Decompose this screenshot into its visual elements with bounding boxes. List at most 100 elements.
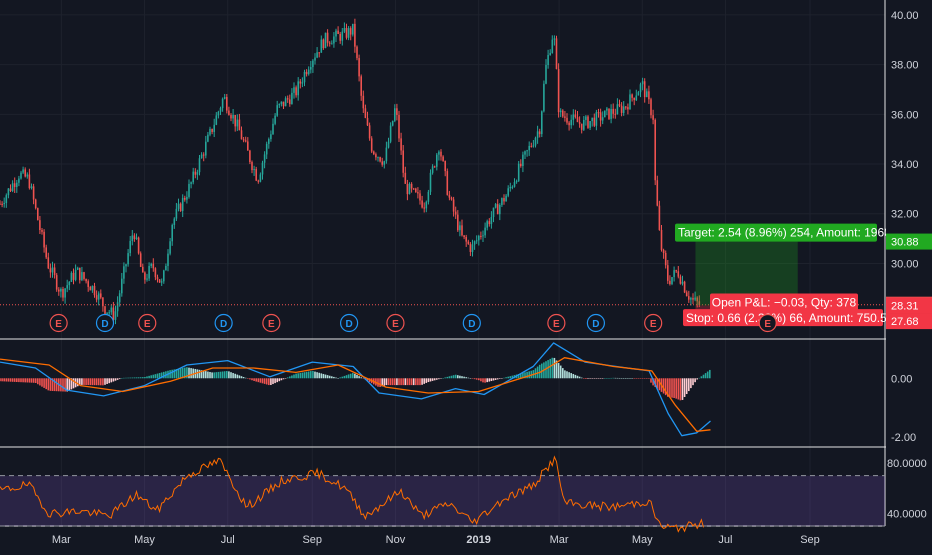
candle-body (465, 237, 467, 242)
event-badge-e: E (644, 313, 663, 333)
macd-histogram-bar (706, 371, 709, 379)
macd-histogram-bar (51, 378, 54, 391)
time-tick-label: Mar (52, 534, 71, 546)
candle-body (173, 218, 176, 225)
candle-body (622, 106, 625, 113)
macd-histogram-bar (635, 378, 638, 379)
candle-body (217, 111, 220, 116)
event-badge-d: D (586, 313, 606, 333)
candle-body (505, 195, 507, 202)
macd-histogram-bar (551, 357, 554, 379)
candle-body (226, 97, 228, 111)
macd-tick-label: -2.00 (891, 432, 916, 444)
macd-histogram-bar (436, 378, 438, 380)
price-tick-label: 40.00 (891, 10, 919, 22)
macd-histogram-bar (18, 378, 20, 383)
macd-histogram-bar (43, 378, 45, 388)
macd-histogram-bar (478, 378, 480, 381)
candle-body (274, 115, 276, 124)
macd-histogram-bar (137, 377, 140, 379)
candle-body (400, 138, 402, 151)
macd-histogram-bar (675, 378, 677, 399)
candle-body (587, 116, 589, 128)
candle-body (637, 92, 640, 96)
macd-histogram-bar (66, 378, 68, 392)
entry-price-label-box (886, 297, 932, 314)
candle-body (673, 270, 675, 278)
time-tick-label: May (134, 534, 155, 546)
macd-histogram-bar (347, 374, 350, 379)
candle-body (593, 117, 596, 126)
macd-histogram-bar (507, 376, 509, 379)
macd-histogram-bar (383, 378, 386, 386)
macd-histogram-bar (433, 378, 436, 381)
candle-body (629, 94, 631, 110)
macd-histogram-bar (72, 378, 75, 389)
candle-body (100, 293, 102, 298)
macd-histogram-bar (482, 378, 484, 383)
macd-histogram-bar (265, 378, 268, 385)
candle-body (496, 204, 499, 215)
candle-body (478, 235, 480, 241)
macd-histogram-bar (538, 364, 541, 379)
candle-body (144, 272, 146, 280)
macd-histogram-bar (704, 373, 707, 379)
macd-histogram-bar (118, 378, 121, 380)
candle-body (559, 110, 562, 113)
macd-histogram-bar (627, 378, 629, 379)
macd-histogram-bar (641, 378, 644, 379)
macd-histogram-bar (76, 378, 79, 387)
macd-histogram-bar (343, 375, 346, 379)
candle-body (480, 235, 482, 237)
candle-body (415, 188, 417, 193)
position-tool[interactable]: Target: 2.54 (8.96%) 254, Amount: 1960.3… (675, 223, 901, 327)
candle-body (389, 125, 392, 142)
event-letter: E (392, 319, 399, 330)
macd-histogram-bar (587, 378, 589, 379)
macd-histogram-bar (562, 368, 564, 379)
candle-body (641, 81, 644, 85)
candle-body (175, 208, 178, 219)
candle-body (257, 180, 260, 182)
macd-histogram-bar (471, 378, 474, 379)
candle-body (242, 139, 245, 141)
macd-histogram-bar (238, 375, 241, 379)
candle-body (469, 243, 472, 252)
macd-histogram-bar (446, 376, 449, 379)
time-tick-label: Sep (302, 534, 322, 546)
macd-histogram-bar (381, 378, 383, 387)
candle-body (667, 265, 669, 281)
macd-histogram-bar (494, 378, 497, 380)
price-tick-label: 32.00 (891, 209, 919, 221)
macd-histogram-bar (459, 375, 461, 379)
macd-histogram-bar (83, 378, 85, 385)
candle-body (442, 156, 444, 161)
macd-histogram-bar (570, 373, 572, 379)
candle-body (568, 122, 570, 126)
macd-histogram-bar (121, 378, 123, 379)
event-badge-e: E (262, 313, 281, 333)
macd-histogram-bar (408, 378, 411, 386)
candle-body (286, 98, 289, 100)
candle-body (198, 158, 201, 173)
candle-body (110, 307, 113, 313)
candle-body (513, 182, 516, 187)
candle-body (106, 312, 108, 314)
macd-histogram-bar (417, 378, 419, 386)
candle-body (307, 69, 310, 75)
candle-body (448, 194, 451, 198)
candle-body (362, 95, 365, 109)
candle-body (202, 154, 205, 156)
time-tick-label: Jul (718, 534, 732, 546)
macd-histogram-bar (184, 367, 186, 379)
macd-histogram-bar (299, 372, 302, 379)
macd-histogram-bar (305, 371, 308, 379)
macd-histogram-bar (356, 374, 358, 379)
event-badge-d: D (95, 313, 115, 333)
macd-histogram-bar (106, 378, 108, 384)
candle-body (165, 265, 167, 271)
macd-histogram-bar (91, 378, 94, 386)
